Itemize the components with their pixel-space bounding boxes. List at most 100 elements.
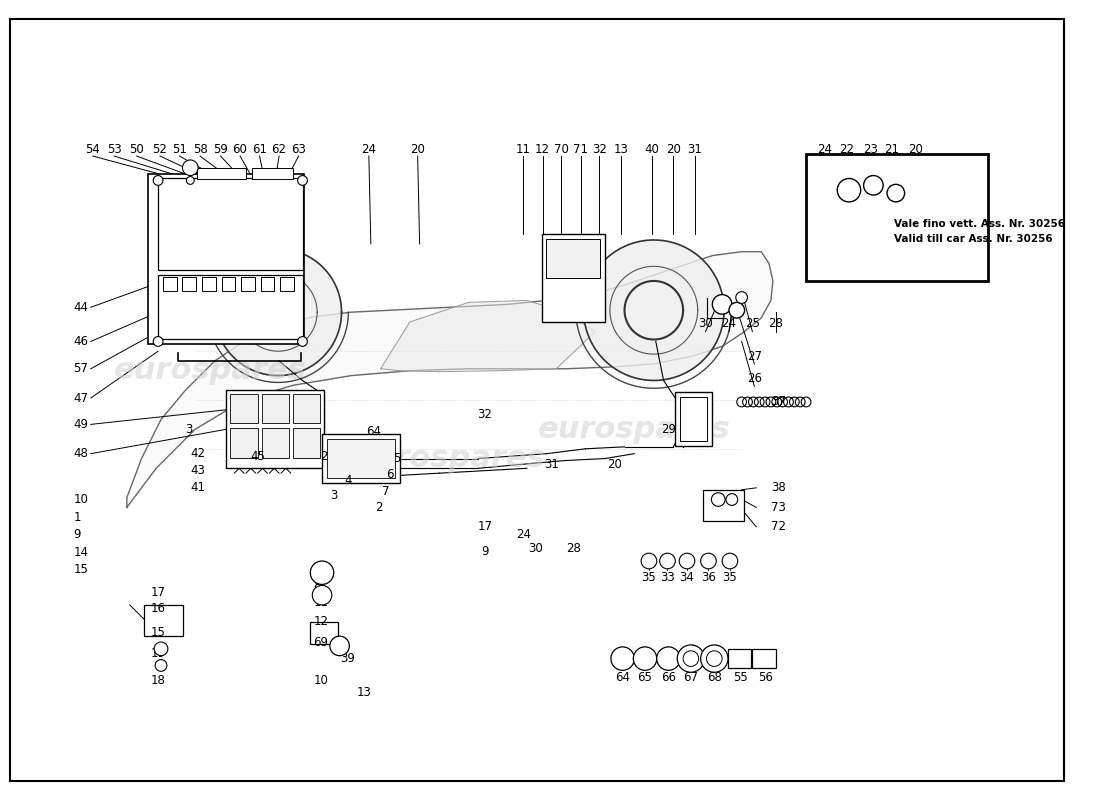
Text: 22: 22 xyxy=(839,142,855,156)
Text: 6: 6 xyxy=(386,468,394,481)
Text: 68: 68 xyxy=(707,670,722,684)
Bar xyxy=(327,439,395,478)
Bar xyxy=(163,277,177,290)
Text: eurospares: eurospares xyxy=(352,444,546,473)
Circle shape xyxy=(679,554,695,569)
Text: 2: 2 xyxy=(320,450,328,463)
Text: 13: 13 xyxy=(613,142,628,156)
Text: 65: 65 xyxy=(638,670,652,684)
Circle shape xyxy=(330,636,350,656)
Bar xyxy=(197,168,246,179)
Text: 70: 70 xyxy=(553,142,569,156)
Bar xyxy=(322,434,400,483)
Bar xyxy=(144,605,184,636)
Text: 31: 31 xyxy=(688,142,702,156)
Text: 72: 72 xyxy=(771,520,785,534)
Text: 67: 67 xyxy=(683,670,698,684)
Circle shape xyxy=(186,177,195,184)
Bar xyxy=(680,397,707,441)
Polygon shape xyxy=(214,249,341,375)
Bar xyxy=(202,277,216,290)
Text: 42: 42 xyxy=(190,447,206,460)
Text: 28: 28 xyxy=(769,318,783,330)
Bar xyxy=(148,174,305,344)
Text: 17: 17 xyxy=(477,520,493,534)
Text: 35: 35 xyxy=(723,571,737,584)
Bar xyxy=(675,392,713,446)
Bar xyxy=(703,490,744,521)
Text: 34: 34 xyxy=(680,571,694,584)
Circle shape xyxy=(634,647,657,670)
Text: 20: 20 xyxy=(908,142,923,156)
Text: 5: 5 xyxy=(394,452,400,465)
Bar xyxy=(280,277,294,290)
Text: 53: 53 xyxy=(107,142,121,156)
Bar xyxy=(261,277,274,290)
Text: 31: 31 xyxy=(543,458,559,471)
Text: 3: 3 xyxy=(186,422,192,436)
Text: Valid till car Ass. Nr. 30256: Valid till car Ass. Nr. 30256 xyxy=(894,234,1053,244)
Circle shape xyxy=(701,554,716,569)
Circle shape xyxy=(726,494,738,506)
Text: 24: 24 xyxy=(362,142,376,156)
Text: 36: 36 xyxy=(701,571,716,584)
Circle shape xyxy=(310,561,333,585)
Text: 38: 38 xyxy=(771,482,785,494)
Circle shape xyxy=(678,645,705,672)
Bar xyxy=(227,390,324,468)
Text: 4: 4 xyxy=(344,474,352,487)
Bar xyxy=(752,649,776,668)
Circle shape xyxy=(683,650,698,666)
Text: 69: 69 xyxy=(314,635,328,649)
Text: 30: 30 xyxy=(528,542,543,555)
Text: 48: 48 xyxy=(74,447,88,460)
Text: 32: 32 xyxy=(592,142,606,156)
Circle shape xyxy=(610,647,635,670)
Bar xyxy=(728,649,751,668)
Circle shape xyxy=(660,554,675,569)
Circle shape xyxy=(657,647,680,670)
Text: 2: 2 xyxy=(375,501,383,514)
Text: 46: 46 xyxy=(74,335,88,348)
Bar xyxy=(221,277,235,290)
Circle shape xyxy=(736,292,748,303)
Text: 37: 37 xyxy=(771,395,785,409)
Text: 20: 20 xyxy=(666,142,681,156)
Text: Vale fino vett. Ass. Nr. 30256: Vale fino vett. Ass. Nr. 30256 xyxy=(894,219,1065,230)
Text: 59: 59 xyxy=(213,142,228,156)
Circle shape xyxy=(155,659,167,671)
Bar xyxy=(293,428,320,458)
Text: 3: 3 xyxy=(330,489,338,502)
Text: 21: 21 xyxy=(884,142,900,156)
Text: 10: 10 xyxy=(74,493,88,506)
Bar xyxy=(230,394,257,423)
Circle shape xyxy=(864,175,883,195)
Bar xyxy=(230,428,257,458)
Text: 44: 44 xyxy=(74,301,88,314)
Text: 11: 11 xyxy=(314,597,328,610)
Text: 35: 35 xyxy=(641,571,657,584)
Text: 43: 43 xyxy=(190,464,206,477)
Text: 24: 24 xyxy=(722,318,737,330)
Text: 73: 73 xyxy=(771,501,785,514)
Text: 33: 33 xyxy=(660,571,675,584)
Circle shape xyxy=(837,178,860,202)
Text: 49: 49 xyxy=(74,418,88,431)
Circle shape xyxy=(887,184,904,202)
Text: 20: 20 xyxy=(410,142,425,156)
Text: 47: 47 xyxy=(74,391,88,405)
Text: 26: 26 xyxy=(747,372,762,385)
Text: 9: 9 xyxy=(74,528,80,541)
Text: 1: 1 xyxy=(74,510,80,524)
Text: 45: 45 xyxy=(250,450,265,463)
Text: 62: 62 xyxy=(272,142,287,156)
Text: 50: 50 xyxy=(129,142,144,156)
Text: 9: 9 xyxy=(481,545,488,558)
Text: 27: 27 xyxy=(747,350,762,362)
Text: 13: 13 xyxy=(358,686,372,699)
Bar xyxy=(241,277,255,290)
Bar xyxy=(541,234,605,322)
Bar xyxy=(262,394,289,423)
Circle shape xyxy=(712,493,725,506)
Text: 12: 12 xyxy=(314,615,328,628)
